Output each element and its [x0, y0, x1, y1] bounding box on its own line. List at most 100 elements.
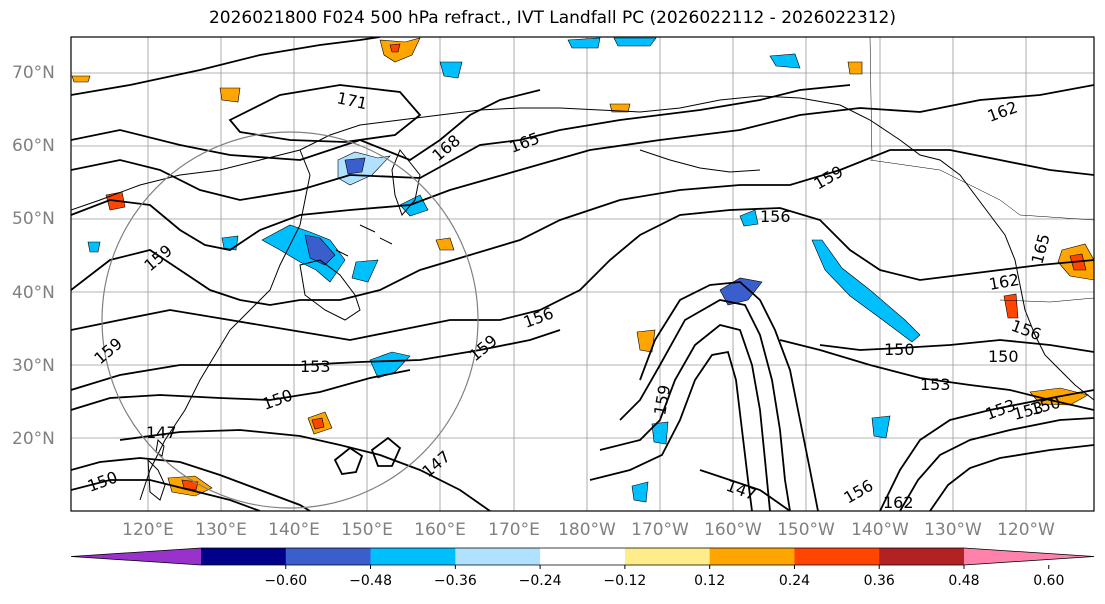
contour-se-2	[899, 417, 1094, 511]
lat-label-30: 30°N	[12, 356, 55, 376]
contour-label: 150	[988, 347, 1019, 366]
contour-153b	[779, 339, 1094, 411]
lon-label: 130°W	[924, 520, 982, 540]
colorbar: −0.60 −0.48 −0.36 −0.24 −0.12 0.12 0.24 0.36 0.4…	[70, 547, 1095, 589]
map-area	[71, 37, 1094, 511]
anomaly-blob	[435, 237, 455, 251]
colorbar-segment	[540, 548, 626, 565]
lon-label: 160°E	[414, 520, 466, 540]
contour-sw-2	[71, 479, 261, 511]
lon-label: 160°W	[704, 520, 762, 540]
anomaly-blob	[219, 87, 241, 103]
lat-label-70: 70°N	[12, 63, 55, 83]
colorbar-tick-label: −0.24	[519, 573, 562, 589]
contour-label: 147	[146, 423, 177, 442]
lon-label: 180°W	[558, 520, 616, 540]
contour-171	[228, 84, 422, 143]
contour-label: 150	[884, 340, 915, 359]
lon-label: 140°W	[851, 520, 909, 540]
colorbar-tick-label: 0.48	[948, 573, 979, 589]
colorbar-segment	[201, 548, 287, 565]
anomaly-blob	[631, 481, 649, 503]
anomaly-blob	[389, 43, 401, 53]
contour-150b	[819, 339, 1094, 353]
anomaly-blob	[636, 329, 656, 353]
colorbar-extension-high	[964, 548, 1094, 565]
contour-147b	[699, 469, 791, 511]
map-title: 2026021800 F024 500 hPa refract., IVT La…	[208, 8, 896, 28]
anomaly-blob	[847, 61, 863, 75]
contour-147	[119, 429, 491, 511]
colorbar-segment	[285, 548, 372, 565]
anomaly-blob	[439, 61, 463, 79]
contour-jet-1	[639, 281, 819, 511]
colorbar-segment	[370, 548, 456, 565]
contour-small-1	[333, 446, 364, 475]
colorbar-tick-label: 0.12	[694, 573, 725, 589]
colorbar-segment	[794, 548, 880, 565]
anomaly-blob	[351, 259, 379, 283]
colorbar-tick-label: −0.48	[349, 573, 392, 589]
colorbar-tick-label: −0.12	[603, 573, 646, 589]
colorbar-extension-low	[71, 548, 201, 565]
coastline-alaska	[799, 97, 1094, 401]
anomaly-blob	[769, 53, 801, 69]
coastline-kamchatka	[391, 149, 421, 216]
contour-small-2	[370, 436, 402, 467]
colorbar-segment	[709, 548, 795, 565]
coastline-kuril	[335, 224, 393, 257]
coastline-asia-east	[139, 149, 311, 501]
anomaly-blob	[344, 157, 366, 175]
contour-156	[71, 207, 1094, 341]
contour-162	[71, 84, 1094, 251]
anomaly-blob	[1003, 293, 1019, 319]
contour-label: 153	[920, 375, 951, 394]
lat-label-50: 50°N	[12, 209, 55, 229]
coastline-asia	[71, 95, 801, 211]
anomaly-blob	[261, 224, 346, 283]
lat-label-20: 20°N	[12, 429, 55, 449]
anomaly-blob	[871, 415, 891, 439]
anomaly-blob	[609, 103, 631, 113]
colorbar-segment	[879, 548, 965, 565]
contour-se-3	[929, 444, 1094, 511]
lon-label: 170°W	[631, 520, 689, 540]
contour-jet-2	[619, 299, 791, 511]
contour-label: 156	[760, 207, 791, 226]
contour-sw-1	[71, 457, 311, 511]
contour-se-1	[879, 389, 1094, 511]
anomaly-blob	[71, 75, 91, 83]
colorbar-tick-label: −0.36	[434, 573, 477, 589]
lon-label: 150°W	[777, 520, 835, 540]
colorbar-segment	[624, 548, 711, 565]
anomaly-blob	[369, 351, 411, 379]
contour-label: 153	[300, 357, 331, 376]
borders	[869, 37, 1094, 303]
coastline-taiwan	[155, 438, 165, 457]
colorbar-tick-label: −0.60	[264, 573, 307, 589]
lon-label: 140°E	[268, 520, 320, 540]
contour-153	[71, 329, 561, 391]
anomaly-blob	[613, 37, 657, 47]
colorbar-tick-label: 0.36	[864, 573, 895, 589]
coastlines	[71, 95, 1094, 501]
contour-jet-3	[599, 324, 771, 511]
landfall-circle	[101, 131, 479, 509]
map-frame	[70, 36, 1095, 512]
lat-label-60: 60°N	[12, 136, 55, 156]
colorbar-segment	[455, 548, 541, 565]
lon-label: 120°W	[997, 520, 1055, 540]
colorbar-outline	[70, 547, 1095, 566]
anomaly-blob	[304, 234, 336, 266]
colorbar-tick-label: 0.24	[779, 573, 810, 589]
coastline-aleutian	[639, 149, 761, 173]
contour-168b	[71, 89, 541, 162]
anomaly-blob	[719, 277, 763, 306]
colorbar-tick-label: 0.60	[1033, 573, 1064, 589]
lon-label: 120°E	[122, 520, 174, 540]
contour-168	[71, 37, 381, 96]
anomaly-blob	[379, 37, 421, 63]
anomaly-blob	[221, 235, 239, 251]
height-contours	[71, 37, 1094, 511]
